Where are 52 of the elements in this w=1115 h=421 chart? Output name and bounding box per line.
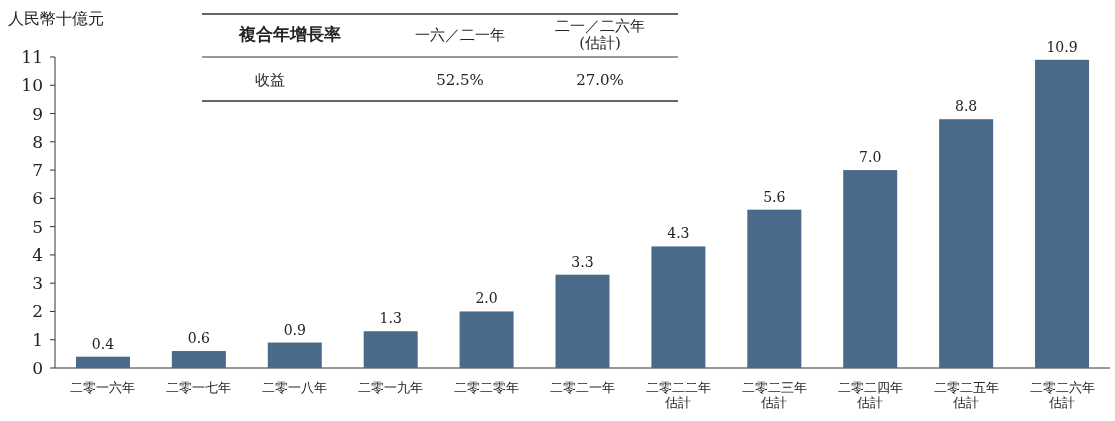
y-tick-label: 5 [32,216,43,237]
y-axis-title: 人民幣十億元 [8,9,104,28]
bar [939,119,994,368]
x-tick-label: 二零一七年 [166,380,232,395]
y-tick-label: 4 [32,244,43,265]
bar [1035,59,1090,368]
text: 一六／二一年 [415,26,505,44]
bar [171,351,226,368]
bar [555,274,610,368]
data-label: 1.3 [379,310,402,327]
data-label: 2.0 [475,290,498,307]
data-label: 3.3 [571,253,594,270]
data-label: 8.8 [955,98,978,115]
bar [363,331,418,368]
y-tick-label: 10 [21,75,43,96]
bar [459,311,514,368]
x-tick-label: 二零一八年 [262,380,328,395]
y-tick-label: 8 [32,131,43,152]
y-tick-label: 11 [21,47,43,67]
y-tick-label: 7 [32,160,43,181]
x-tick-label: 二零二零年 [454,380,520,395]
y-tick-label: 9 [32,103,43,124]
x-tick-label: 二零二三年估計 [741,380,807,410]
bar [747,209,802,368]
annotation: 27.0% [576,71,624,89]
bar [651,246,706,368]
bar [75,356,130,368]
data-label: 0.4 [91,335,115,352]
bar [843,170,898,368]
x-tick-label: 二零二四年估計 [837,380,903,410]
data-label: 5.6 [763,188,786,205]
y-tick-label: 2 [32,301,43,322]
y-tick-label: 1 [32,329,43,350]
annotation: 收益 [255,71,285,89]
bar [267,342,322,368]
data-label: 10.9 [1046,38,1078,55]
data-label: 4.3 [667,225,690,242]
x-tick-label: 二零二二年估計 [645,380,711,410]
data-label: 7.0 [859,149,882,166]
data-label: 0.9 [283,321,306,338]
x-tick-label: 二零二五年估計 [933,380,999,410]
data-label: 0.6 [187,330,211,347]
y-tick-label: 3 [32,273,43,294]
x-tick-label: 二零二一年 [550,380,615,395]
text: 二一／二六年(估計) [555,17,645,53]
x-tick-label: 二零一九年 [358,380,424,395]
y-tick-label: 0 [32,358,43,378]
annotation: 52.5% [436,71,484,89]
x-tick-label: 二零一六年 [70,380,136,395]
text: 複合年增長率 [238,24,341,44]
x-tick-label: 二零二六年估計 [1029,380,1095,410]
y-tick-label: 6 [32,188,43,209]
